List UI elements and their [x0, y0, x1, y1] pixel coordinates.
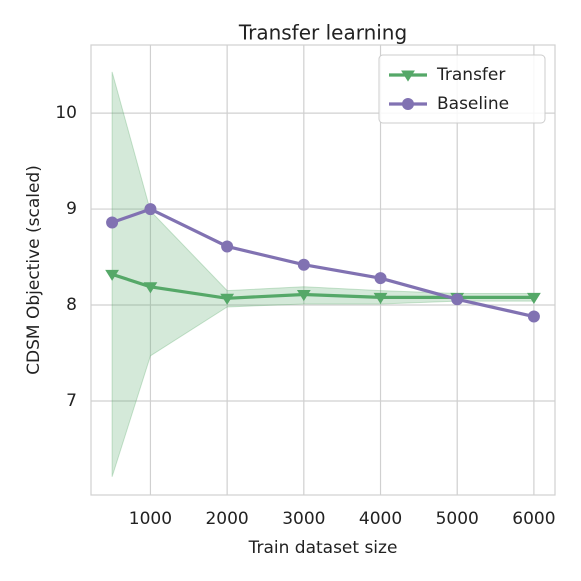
point	[296, 289, 311, 302]
legend-label: Transfer	[436, 65, 505, 85]
legend-label: Baseline	[437, 94, 509, 114]
point	[527, 310, 540, 323]
x-tick-label: 5000	[436, 509, 479, 529]
legend-marker	[401, 70, 415, 82]
x-tick-label: 2000	[205, 509, 248, 529]
y-tick-label: 9	[66, 199, 77, 219]
y-axis-label: CDSM Objective (scaled)	[24, 165, 44, 375]
point	[220, 293, 235, 305]
x-tick-label: 1000	[129, 509, 172, 529]
legend-box	[378, 54, 546, 124]
chart-title: Transfer learning	[238, 21, 407, 45]
point	[373, 292, 388, 304]
legend-marker	[402, 98, 414, 110]
point	[451, 293, 464, 306]
point	[144, 203, 157, 216]
point	[297, 258, 310, 271]
point	[106, 216, 119, 229]
point	[374, 272, 387, 285]
y-tick-label: 10	[55, 103, 77, 123]
x-tick-label: 4000	[359, 509, 402, 529]
point	[143, 282, 158, 294]
x-tick-label: 6000	[512, 509, 555, 529]
point	[527, 292, 541, 304]
plot-frame	[90, 44, 556, 496]
x-tick-label: 3000	[282, 509, 325, 529]
y-tick-label: 7	[66, 391, 77, 411]
confidence-band	[111, 71, 535, 477]
x-axis-label: Train dataset size	[248, 538, 398, 558]
y-tick-label: 8	[66, 295, 77, 315]
point	[105, 269, 119, 281]
point	[221, 240, 234, 253]
